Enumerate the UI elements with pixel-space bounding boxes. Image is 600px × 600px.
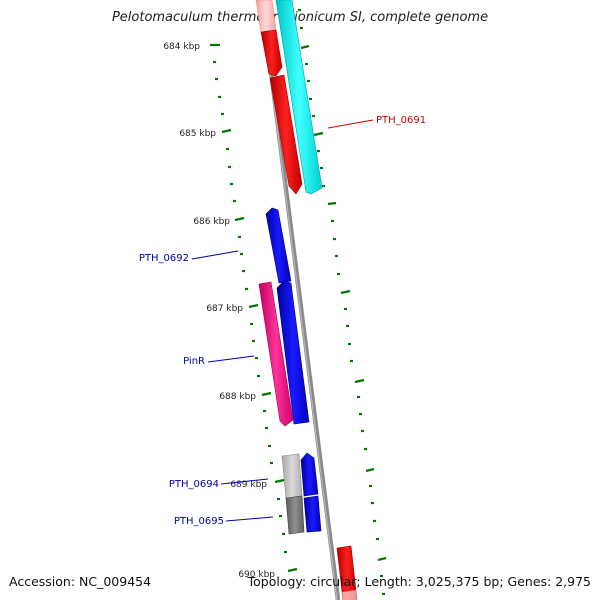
label-line-pth0695 — [225, 516, 274, 522]
label-line-pth0694 — [220, 478, 269, 485]
gene-label-pth0695[interactable]: PTH_0695 — [174, 516, 224, 527]
tick-marks-left — [210, 43, 298, 573]
gene-red-bottom[interactable] — [336, 545, 358, 600]
gene-pth0695[interactable] — [285, 495, 305, 535]
gene-pink-top[interactable] — [255, 0, 277, 33]
gene-blue-small-1[interactable] — [300, 452, 319, 497]
tick-major — [340, 289, 351, 295]
tick-major — [354, 378, 365, 384]
tick-label-685: 685 kbp — [179, 129, 216, 139]
tick-major — [313, 131, 324, 137]
tick-label-684: 684 kbp — [163, 42, 200, 52]
tick-major — [261, 391, 272, 397]
gene-red-bottom-gap — [342, 590, 357, 600]
tick-major — [274, 478, 285, 484]
gene-label-pth0692[interactable]: PTH_0692 — [139, 253, 189, 264]
gene-pth0694[interactable] — [281, 453, 303, 499]
tick-major — [221, 128, 232, 134]
tick-major — [287, 567, 298, 573]
tick-marks-right — [298, 8, 387, 596]
gene-label-pth0691[interactable]: PTH_0691 — [376, 115, 426, 126]
label-line-pth0692 — [191, 250, 239, 260]
tick-label-687: 687 kbp — [206, 304, 243, 314]
genome-summary: Topology: circular; Length: 3,025,375 bp… — [247, 574, 591, 589]
gene-blue-long[interactable] — [276, 280, 310, 425]
gene-red-small[interactable] — [260, 29, 283, 77]
tick-labels: 684 kbp 685 kbp 686 kbp 687 kbp 688 kbp … — [163, 42, 275, 580]
tick-major — [365, 467, 375, 473]
tick-label-686: 686 kbp — [193, 217, 230, 227]
gene-pinr[interactable] — [258, 281, 294, 427]
tick-major — [234, 216, 245, 222]
tick-major — [248, 303, 259, 309]
genome-title: Pelotomaculum thermopropionicum SI, comp… — [111, 10, 489, 25]
gene-pth0691[interactable] — [269, 74, 303, 195]
label-line-pinr — [207, 355, 255, 363]
tick-major — [327, 201, 337, 206]
tick-label-688: 688 kbp — [219, 392, 256, 402]
tick-major — [300, 44, 310, 50]
gene-label-pinr[interactable]: PinR — [183, 356, 205, 367]
gene-cyan-top[interactable] — [275, 0, 323, 195]
accession-label: Accession: NC_009454 — [9, 574, 152, 589]
gene-blue-small-2[interactable] — [303, 495, 322, 533]
tick-major — [377, 556, 387, 562]
tick-label-690: 690 kbp — [238, 570, 275, 580]
tick-label-689: 689 kbp — [230, 480, 267, 490]
gene-label-pth0694[interactable]: PTH_0694 — [169, 479, 219, 490]
label-line-pth0691 — [327, 119, 374, 129]
gene-pth0692[interactable] — [265, 207, 292, 284]
